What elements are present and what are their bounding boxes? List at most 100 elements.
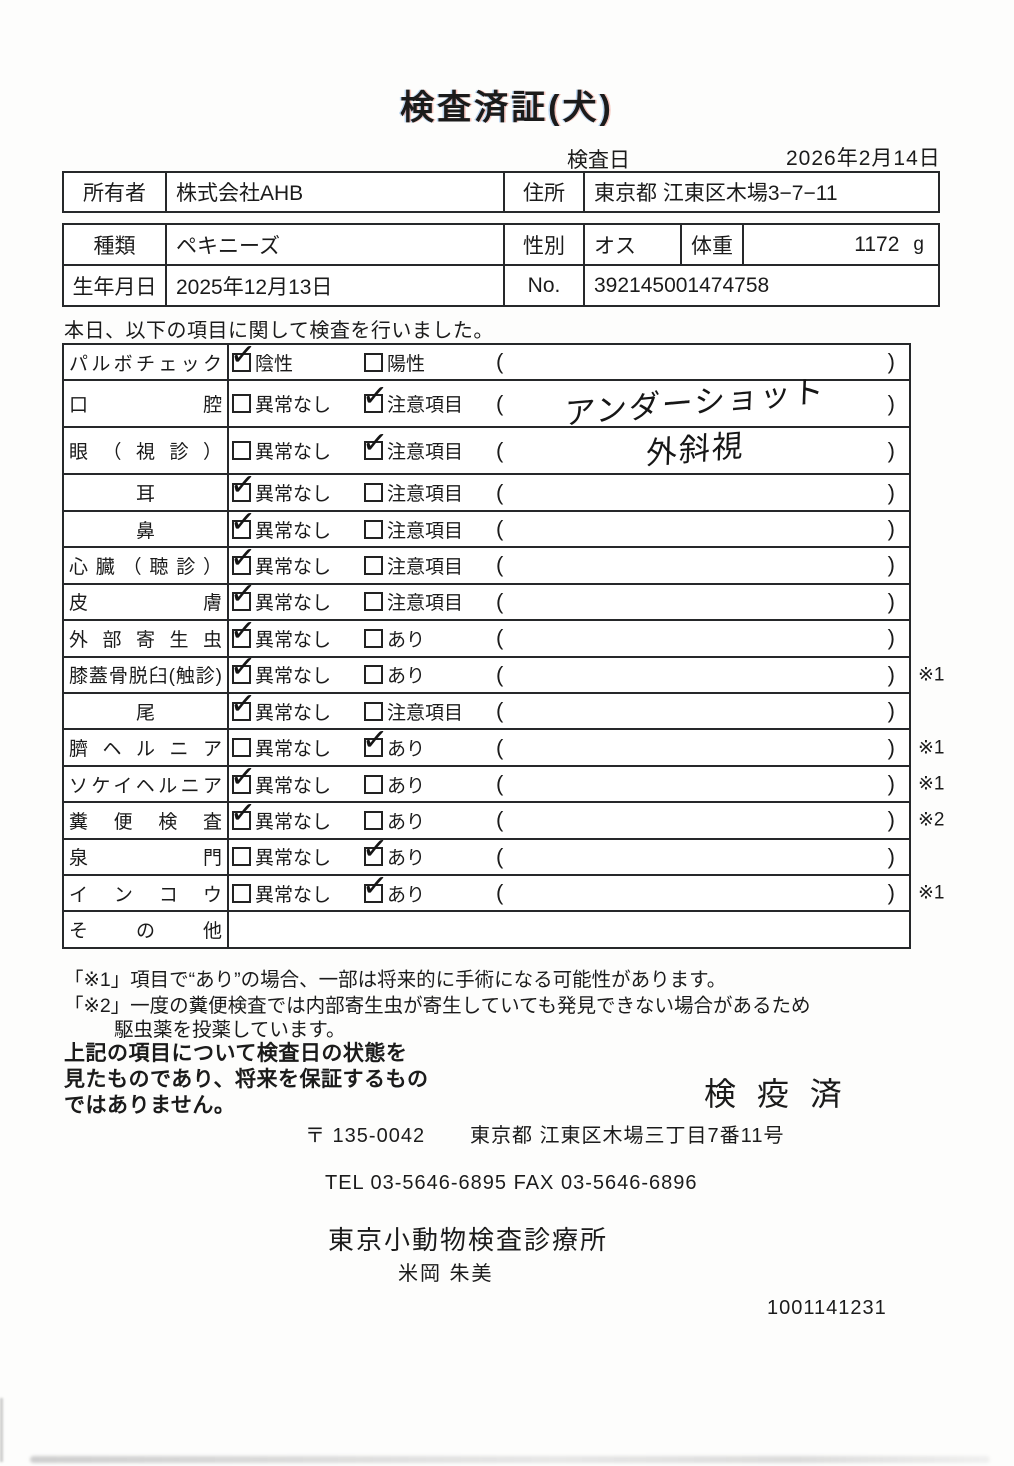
checked-checkbox-icon[interactable]: [232, 810, 251, 830]
exam-option-label: 異常なし: [255, 442, 332, 464]
paren-open: (: [496, 807, 504, 833]
exam-item-label-cell: 口腔: [64, 381, 229, 427]
exam-option: 異常なし: [232, 843, 364, 870]
exam-item-label-cell: 糞便検査: [64, 803, 229, 838]
weight-value-cell: 1172 g: [744, 225, 938, 264]
paren-open: (: [496, 625, 504, 651]
exam-finding-text: アンダーショット: [503, 374, 887, 432]
paren-open: (: [496, 588, 504, 614]
unchecked-checkbox-icon[interactable]: [364, 665, 383, 685]
info-table: 種類 ペキニーズ 性別 オス 体重 1172 g 生年月日 2025年12月13…: [62, 223, 940, 307]
exam-item-label-cell: インコウ: [64, 876, 229, 911]
unchecked-checkbox-icon[interactable]: [364, 701, 383, 721]
unchecked-checkbox-icon[interactable]: [364, 352, 383, 372]
exam-note-mark: ※2: [918, 809, 945, 831]
exam-option-label: あり: [387, 629, 426, 651]
checked-checkbox-icon[interactable]: [232, 774, 251, 794]
breed-label: 種類: [64, 225, 167, 264]
footnote-2-continued: 駆虫薬を投薬しています。: [114, 1019, 346, 1041]
exam-finding-field: ( ): [490, 621, 909, 655]
paren-close: ): [887, 771, 895, 796]
exam-finding-field: ( ): [490, 803, 909, 837]
exam-option-label: 異常なし: [255, 556, 332, 578]
exam-table-row: パルボチェック 陰性 陽性 ( ): [64, 345, 909, 380]
unchecked-checkbox-icon[interactable]: [364, 483, 383, 503]
unchecked-checkbox-icon[interactable]: [232, 847, 251, 867]
exam-note-mark: ※1: [918, 773, 945, 795]
checked-checkbox-icon[interactable]: [232, 592, 251, 612]
checked-checkbox-icon[interactable]: [232, 628, 251, 648]
exam-item-label-cell: 泉門: [64, 839, 229, 875]
paren-close: ): [887, 661, 895, 687]
checked-checkbox-icon[interactable]: [232, 665, 251, 685]
clinic-tel-fax: TEL 03-5646-6895 FAX 03-5646-6896: [325, 1172, 698, 1194]
paren-open: (: [496, 880, 504, 906]
unchecked-checkbox-icon[interactable]: [364, 592, 383, 612]
unchecked-checkbox-icon[interactable]: [232, 883, 251, 903]
paren-close: ): [887, 588, 895, 614]
checked-checkbox-icon[interactable]: [364, 738, 383, 758]
checked-checkbox-icon[interactable]: [364, 394, 383, 414]
exam-item-label-cell: 膝蓋骨脱臼(触診): [64, 657, 229, 692]
exam-finding-field: ( ): [490, 475, 909, 509]
unchecked-checkbox-icon[interactable]: [364, 628, 383, 648]
weight-unit: g: [913, 233, 924, 255]
disclaimer-line: ではありません。: [64, 1094, 236, 1117]
exam-item-label: 口腔: [69, 395, 222, 417]
exam-options: 異常なし 注意項目: [229, 585, 490, 619]
exam-item-label: 尾: [135, 702, 155, 724]
unchecked-checkbox-icon[interactable]: [232, 738, 251, 758]
exam-options: 異常なし あり: [229, 803, 490, 837]
unchecked-checkbox-icon[interactable]: [364, 519, 383, 539]
clinic-name: 東京小動物検査診療所: [328, 1225, 609, 1255]
exam-table-row: 糞便検査 異常なし あり ( ) ※2: [64, 801, 945, 838]
address-label: 住所: [505, 173, 585, 211]
unchecked-checkbox-icon[interactable]: [232, 441, 251, 461]
exam-table-row: 鼻 異常なし 注意項目 ( ): [64, 509, 909, 547]
exam-option-label: あり: [387, 884, 426, 906]
footnote-2: 「※2」一度の糞便検査では内部寄生虫が寄生していても発見できない場合があるため: [64, 995, 811, 1017]
checked-checkbox-icon[interactable]: [364, 883, 383, 903]
exam-options: 陰性 陽性: [229, 345, 490, 379]
unchecked-checkbox-icon[interactable]: [364, 810, 383, 830]
exam-options: [229, 912, 490, 946]
exam-option-label: 陽性: [387, 353, 426, 375]
paren-open: (: [496, 516, 504, 542]
owner-label: 所有者: [64, 173, 167, 211]
exam-option: あり: [364, 661, 496, 688]
exam-option-label: 注意項目: [387, 593, 464, 615]
exam-item-label-cell: ソケイヘルニア: [64, 766, 229, 802]
checked-checkbox-icon[interactable]: [232, 519, 251, 539]
exam-option: 注意項目: [364, 390, 496, 417]
exam-option: 異常なし: [232, 625, 364, 652]
exam-options: 異常なし 注意項目: [229, 428, 490, 473]
checked-checkbox-icon[interactable]: [232, 483, 251, 503]
unchecked-checkbox-icon[interactable]: [364, 774, 383, 794]
exam-option: 異常なし: [232, 807, 364, 834]
exam-table-row: 心臓（聴診） 異常なし 注意項目 ( ): [64, 546, 909, 583]
exam-option: 異常なし: [232, 771, 364, 798]
exam-finding-field: ( ): [490, 585, 909, 619]
unchecked-checkbox-icon[interactable]: [232, 394, 251, 414]
intro-text: 本日、以下の項目に関して検査を行いました。: [64, 320, 494, 342]
checked-checkbox-icon[interactable]: [232, 701, 251, 721]
checked-checkbox-icon[interactable]: [232, 555, 251, 575]
checked-checkbox-icon[interactable]: [364, 847, 383, 867]
exam-option: 注意項目: [364, 552, 496, 579]
exam-options: 異常なし 注意項目: [229, 694, 490, 728]
exam-item-label: パルボチェック: [69, 353, 222, 375]
checked-checkbox-icon[interactable]: [364, 441, 383, 461]
exam-option: 異常なし: [232, 698, 364, 725]
exam-option: 異常なし: [232, 516, 364, 543]
paren-open: (: [496, 390, 504, 416]
inspection-date-value: 2026年2月14日: [786, 147, 941, 170]
birthdate-value: 2025年12月13日: [167, 266, 505, 305]
exam-table-row: 膝蓋骨脱臼(触診) 異常なし あり ( ) ※1: [64, 655, 945, 692]
unchecked-checkbox-icon[interactable]: [364, 555, 383, 575]
exam-option-label: 異常なし: [255, 484, 332, 506]
exam-table-row: 口腔 異常なし 注意項目 ( アンダーショット ): [64, 374, 909, 432]
checked-checkbox-icon[interactable]: [232, 352, 251, 372]
weight-value: 1172: [854, 232, 900, 256]
paren-close: ): [887, 552, 895, 578]
